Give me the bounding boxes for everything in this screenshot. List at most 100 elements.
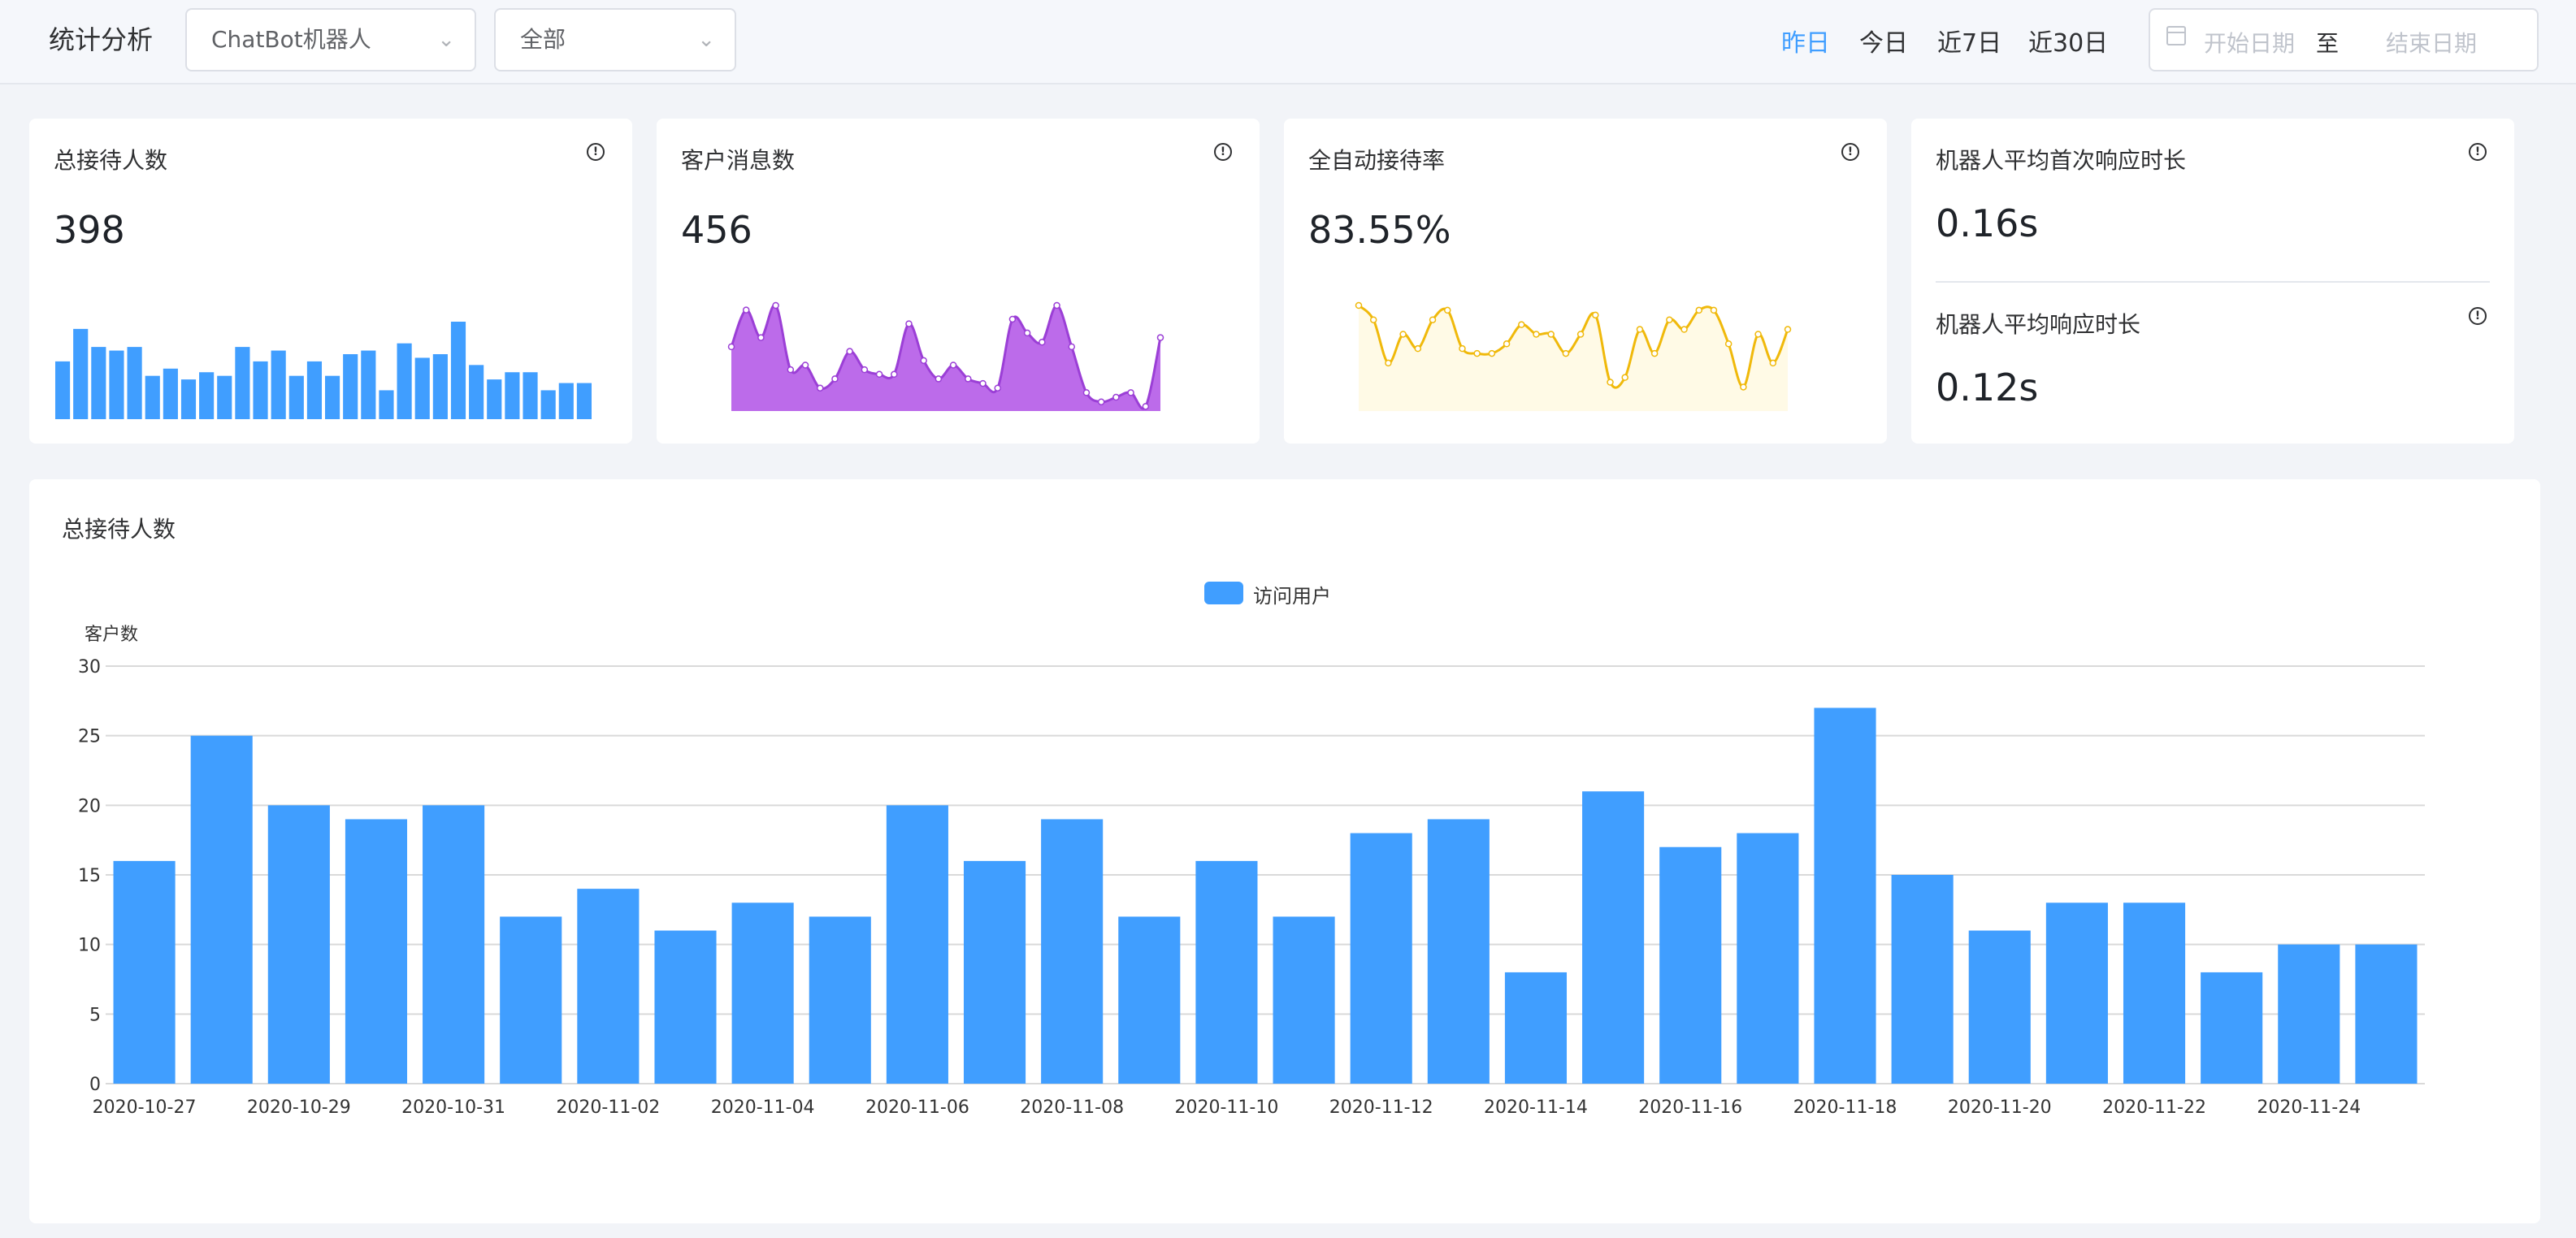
mini-point — [1592, 311, 1599, 319]
x-tick-label: 2020-11-08 — [1020, 1097, 1124, 1118]
info-icon[interactable]: ! — [2469, 143, 2487, 161]
x-tick-label: 2020-11-10 — [1175, 1097, 1279, 1118]
mini-point — [1533, 331, 1540, 338]
mini-bar — [432, 354, 448, 419]
mini-bar — [379, 390, 394, 419]
chevron-down-icon: ⌄ — [437, 28, 455, 52]
mini-bar — [73, 328, 89, 419]
mini-point — [1562, 349, 1570, 357]
mini-point — [1068, 343, 1076, 351]
x-tick-label: 2020-11-18 — [1793, 1097, 1897, 1118]
bar[interactable] — [886, 805, 948, 1084]
bar[interactable] — [1427, 819, 1490, 1084]
bar[interactable] — [654, 930, 717, 1084]
bot-select[interactable]: ChatBot机器人 ⌄ — [185, 8, 476, 71]
card-value: 456 — [681, 208, 752, 252]
mini-bar — [180, 379, 197, 419]
bar[interactable] — [809, 916, 871, 1084]
bar[interactable] — [190, 735, 253, 1084]
bar[interactable] — [500, 916, 562, 1084]
range-7-days[interactable]: 近7日 — [1937, 29, 2002, 58]
mini-area-fill — [731, 305, 1160, 411]
y-tick-label: 30 — [78, 657, 101, 677]
mini-point — [1695, 306, 1703, 314]
date-range-picker[interactable]: 开始日期 至 结束日期 — [2149, 8, 2539, 71]
y-tick-label: 25 — [78, 727, 101, 747]
mini-point — [1636, 326, 1644, 333]
info-icon[interactable]: ! — [2469, 307, 2487, 325]
mini-point — [965, 375, 972, 383]
y-tick-label: 0 — [89, 1075, 101, 1095]
bar[interactable] — [1891, 875, 1954, 1084]
card-customer-messages: 客户消息数 ! 456 — [657, 119, 1260, 444]
bar[interactable] — [2045, 903, 2108, 1084]
mini-point — [935, 375, 943, 383]
main-chart-card: 总接待人数 访问用户 客户数 0 5 10 15 20 25 30 2020-10-27 2020… — [29, 479, 2540, 1223]
mini-point — [1414, 344, 1422, 353]
bar[interactable] — [1195, 860, 1258, 1084]
x-tick-label: 2020-11-24 — [2257, 1097, 2361, 1118]
bar[interactable] — [345, 819, 408, 1084]
mini-bar — [469, 365, 484, 419]
mini-point — [1666, 316, 1673, 323]
bar[interactable] — [1041, 819, 1104, 1084]
bar[interactable] — [1582, 791, 1645, 1084]
info-icon[interactable]: ! — [587, 143, 605, 161]
mini-point — [1053, 301, 1060, 310]
mini-bar — [145, 375, 160, 419]
bar[interactable] — [1504, 972, 1568, 1084]
page-title: 统计分析 — [49, 24, 154, 55]
mini-point — [1112, 393, 1120, 401]
card-label-2: 机器人平均响应时长 — [1936, 311, 2141, 338]
range-today[interactable]: 今日 — [1859, 29, 1908, 58]
mini-point — [1724, 340, 1733, 348]
range-30-days[interactable]: 近30日 — [2028, 29, 2109, 58]
bar[interactable] — [267, 805, 330, 1084]
range-yesterday[interactable]: 昨日 — [1781, 29, 1830, 58]
card-response-time: 机器人平均首次响应时长 ! 0.16s 机器人平均响应时长 ! 0.12s — [1911, 119, 2514, 444]
bar[interactable] — [1118, 916, 1181, 1084]
mini-point — [1039, 338, 1046, 346]
y-axis-label: 客户数 — [85, 625, 138, 645]
bar[interactable] — [1659, 846, 1722, 1084]
mini-point — [994, 384, 1001, 392]
mini-point — [1547, 331, 1555, 338]
mini-point — [1023, 329, 1031, 337]
bar[interactable] — [1273, 916, 1335, 1084]
date-separator: 至 — [2316, 30, 2340, 57]
mini-point — [1082, 389, 1091, 396]
bar[interactable] — [1737, 833, 1799, 1084]
mini-point — [757, 334, 765, 341]
card-label: 机器人平均首次响应时长 — [1936, 147, 2187, 174]
mini-point — [891, 370, 898, 379]
mini-point — [979, 379, 987, 387]
bar[interactable] — [963, 860, 1026, 1084]
y-tick-label: 15 — [78, 866, 101, 886]
bar[interactable] — [1814, 708, 1876, 1084]
scope-select[interactable]: 全部 ⌄ — [494, 8, 736, 71]
mini-bar — [199, 372, 215, 419]
x-tick-label: 2020-11-04 — [711, 1097, 815, 1118]
bar[interactable] — [2123, 903, 2186, 1084]
mini-bar — [253, 361, 268, 419]
top-bar: 统计分析 ChatBot机器人 ⌄ 全部 ⌄ 昨日 今日 近7日 近30日 开始… — [0, 0, 2576, 84]
bar[interactable] — [1968, 930, 2031, 1084]
end-date-input[interactable]: 结束日期 — [2386, 30, 2478, 57]
bar[interactable] — [2201, 972, 2263, 1084]
mini-point — [875, 370, 883, 379]
bar[interactable] — [113, 860, 176, 1084]
start-date-input[interactable]: 开始日期 — [2204, 30, 2296, 57]
mini-point — [861, 366, 869, 374]
bar[interactable] — [2278, 944, 2340, 1084]
info-icon[interactable]: ! — [1841, 143, 1859, 161]
card-label: 客户消息数 — [681, 147, 796, 174]
bar[interactable] — [577, 889, 640, 1084]
info-icon[interactable]: ! — [1214, 143, 1232, 161]
bar[interactable] — [1350, 833, 1412, 1084]
mini-point — [1607, 379, 1614, 386]
bar[interactable] — [2355, 944, 2418, 1084]
card-value: 83.55% — [1308, 208, 1451, 252]
mini-point — [787, 366, 795, 374]
bar[interactable] — [423, 805, 485, 1084]
bar[interactable] — [731, 903, 794, 1084]
